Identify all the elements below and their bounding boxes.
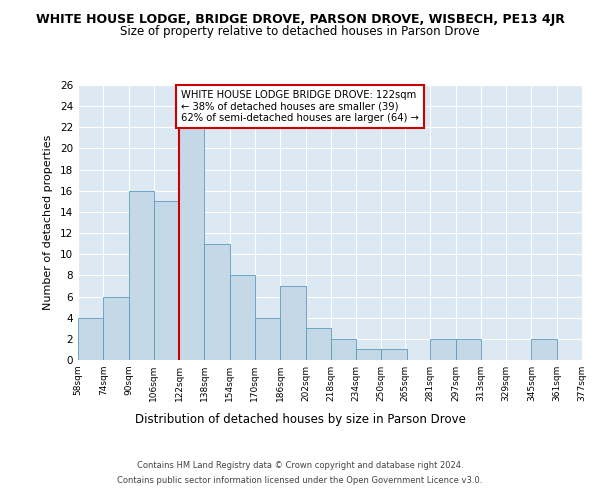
Bar	[128, 191, 154, 360]
Y-axis label: Number of detached properties: Number of detached properties	[43, 135, 53, 310]
Text: Contains HM Land Registry data © Crown copyright and database right 2024.: Contains HM Land Registry data © Crown c…	[137, 461, 463, 470]
Bar	[230, 276, 255, 360]
Bar	[382, 350, 407, 360]
Text: WHITE HOUSE LODGE, BRIDGE DROVE, PARSON DROVE, WISBECH, PE13 4JR: WHITE HOUSE LODGE, BRIDGE DROVE, PARSON …	[35, 12, 565, 26]
Bar	[455, 339, 481, 360]
Bar	[179, 128, 205, 360]
Bar	[78, 318, 103, 360]
Bar	[205, 244, 230, 360]
Text: Contains public sector information licensed under the Open Government Licence v3: Contains public sector information licen…	[118, 476, 482, 485]
Bar	[305, 328, 331, 360]
Text: Size of property relative to detached houses in Parson Drove: Size of property relative to detached ho…	[120, 25, 480, 38]
Text: Distribution of detached houses by size in Parson Drove: Distribution of detached houses by size …	[134, 412, 466, 426]
Bar	[532, 339, 557, 360]
Text: WHITE HOUSE LODGE BRIDGE DROVE: 122sqm
← 38% of detached houses are smaller (39): WHITE HOUSE LODGE BRIDGE DROVE: 122sqm ←…	[181, 90, 419, 124]
Bar	[280, 286, 305, 360]
Bar	[154, 202, 179, 360]
Bar	[356, 350, 382, 360]
Bar	[103, 296, 128, 360]
Bar	[255, 318, 280, 360]
Bar	[331, 339, 356, 360]
Bar	[430, 339, 455, 360]
